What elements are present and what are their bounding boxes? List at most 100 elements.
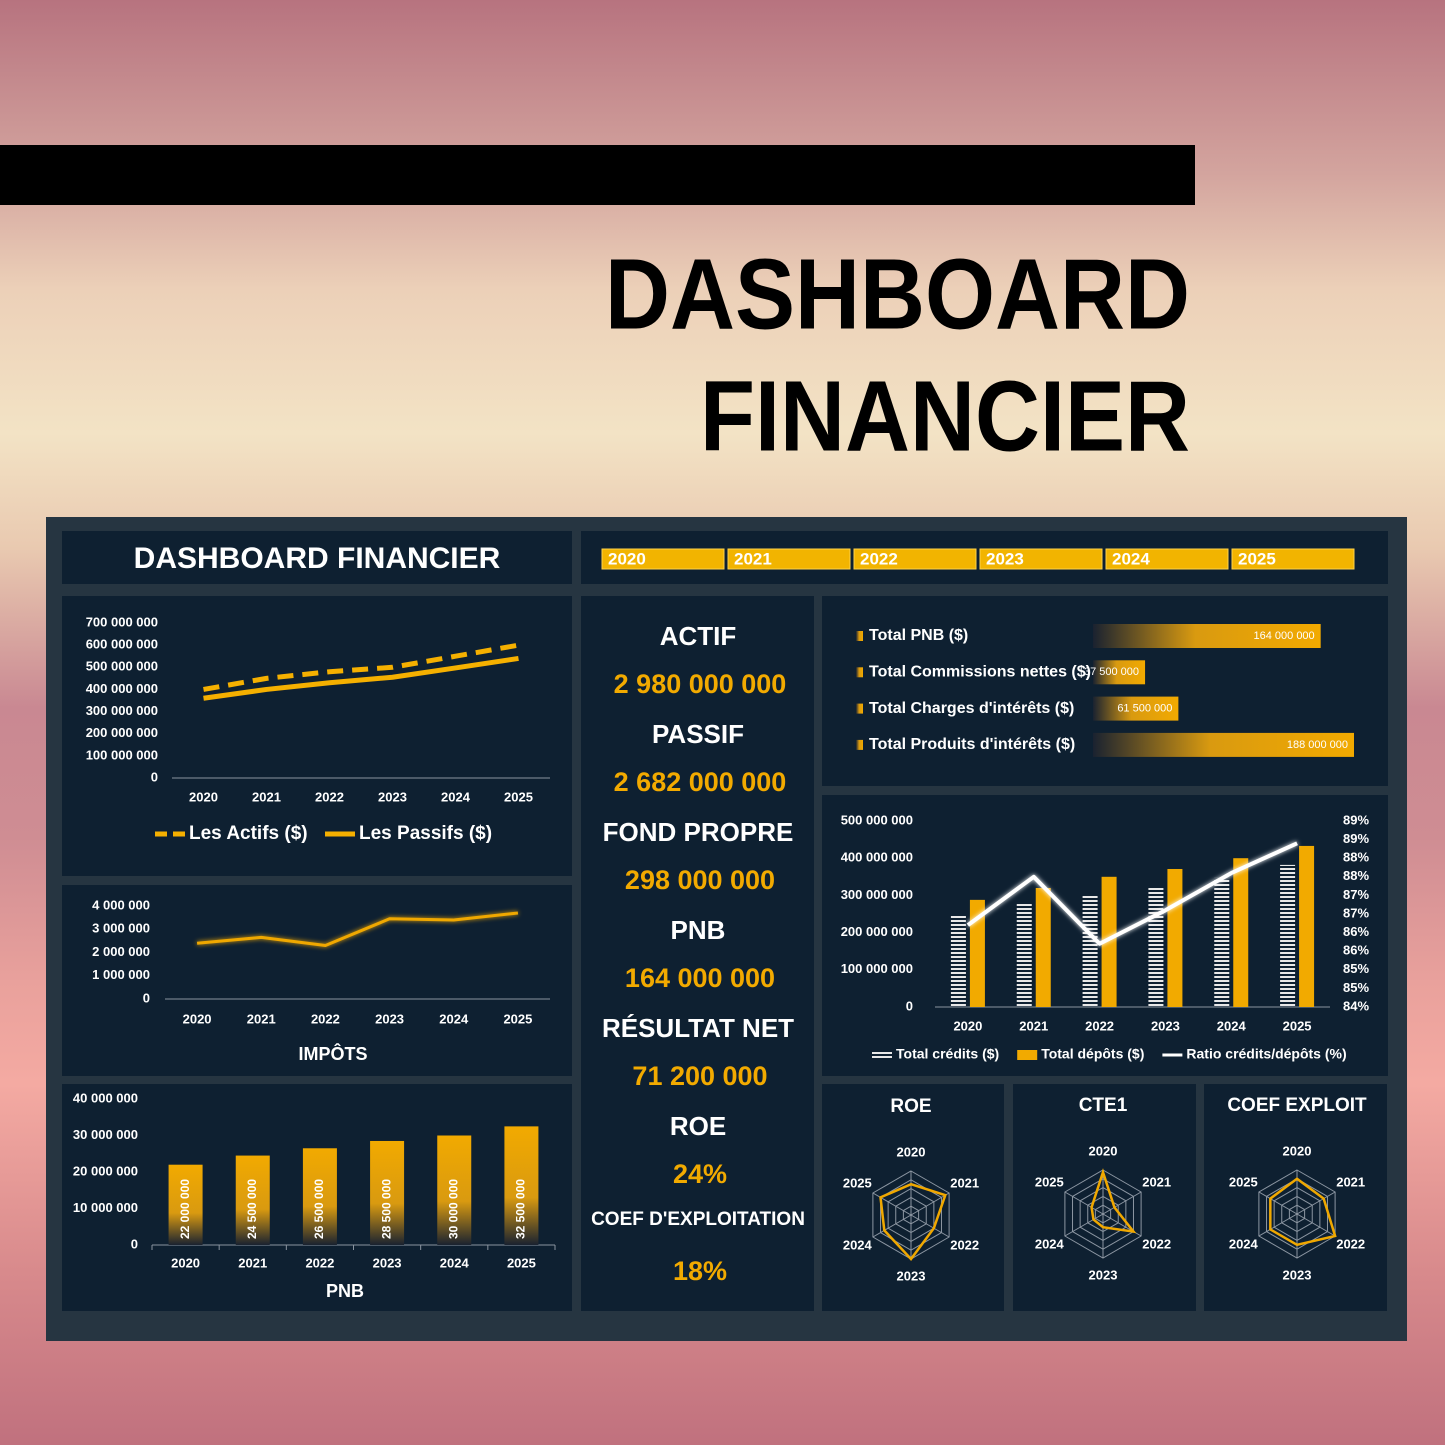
bar-category-label: Total Produits d'intérêts ($): [869, 736, 1075, 753]
year-button-label[interactable]: 2023: [986, 549, 1024, 568]
radar-spoke: [1296, 1191, 1336, 1215]
x-tick-label: 2020: [183, 1011, 212, 1026]
y-tick-label: 89%: [1343, 831, 1369, 846]
x-tick-label: 2023: [373, 1255, 402, 1270]
hbar: [1093, 624, 1321, 648]
bar-category-label: Total Charges d'intérêts ($): [869, 700, 1074, 717]
y-tick-label: 85%: [1343, 961, 1369, 976]
bar-value-label: 37 500 000: [1084, 666, 1139, 678]
kpi-label: PASSIF: [652, 719, 744, 749]
radar-axis-label: 2020: [897, 1144, 926, 1159]
x-tick-label: 2025: [507, 1255, 536, 1270]
y-tick-label: 200 000 000: [841, 924, 913, 939]
legend-marker: [856, 703, 863, 714]
year-button[interactable]: [601, 548, 725, 570]
y-tick-label: 0: [131, 1236, 138, 1251]
hbar: [1093, 696, 1179, 721]
year-button-label[interactable]: 2020: [608, 549, 646, 568]
radar-axis-label: 2022: [950, 1237, 979, 1252]
y-tick-label: 200 000 000: [86, 725, 158, 740]
bar: [969, 899, 985, 1007]
bar: [1035, 887, 1051, 1007]
radar-axis-label: 2023: [1283, 1267, 1312, 1282]
radar-axis-label: 2025: [843, 1175, 872, 1190]
kpi-label: COEF D'EXPLOITATION: [591, 1209, 805, 1230]
year-button[interactable]: [727, 548, 851, 570]
year-button[interactable]: [1231, 548, 1355, 570]
legend-label: Les Actifs ($): [189, 823, 308, 844]
radar-axis-label: 2025: [1229, 1174, 1258, 1189]
radar-spoke: [872, 1214, 912, 1238]
y-tick-label: 84%: [1343, 998, 1369, 1013]
kpi-value: 164 000 000: [625, 963, 775, 993]
x-tick-label: 2022: [311, 1011, 340, 1026]
year-button[interactable]: [853, 548, 977, 570]
radar-axis-label: 2021: [950, 1175, 979, 1190]
radar-spoke: [1064, 1213, 1104, 1237]
radar-spoke: [910, 1214, 950, 1238]
radar-axis-label: 2021: [1336, 1174, 1365, 1189]
x-tick-label: 2022: [305, 1255, 334, 1270]
y-tick-label: 10 000 000: [73, 1200, 138, 1215]
x-tick-label: 2021: [1019, 1018, 1048, 1033]
radar-axis-label: 2020: [1089, 1143, 1118, 1158]
radar-series: [1269, 1177, 1337, 1247]
banner-title: DASHBOARD: [605, 238, 1190, 350]
hbar: [1093, 660, 1146, 685]
kpi-value: 71 200 000: [632, 1061, 767, 1091]
kpi-label: PNB: [671, 915, 726, 945]
year-button[interactable]: [1105, 548, 1229, 570]
bar-value-label: 164 000 000: [1254, 630, 1315, 642]
chart-title: CTE1: [1079, 1095, 1128, 1116]
y-tick-label: 700 000 000: [86, 614, 158, 629]
bar: [1167, 868, 1183, 1007]
kpi-label: FOND PROPRE: [603, 817, 794, 847]
y-tick-label: 0: [143, 990, 150, 1005]
x-tick-label: 2023: [1151, 1018, 1180, 1033]
bar-value-label: 30 000 000: [446, 1179, 460, 1239]
x-tick-label: 2021: [238, 1255, 267, 1270]
y-tick-label: 30 000 000: [73, 1127, 138, 1142]
bar: [168, 1164, 203, 1245]
x-tick-label: 2022: [315, 789, 344, 804]
radar-axis-label: 2022: [1336, 1236, 1365, 1251]
y-tick-label: 86%: [1343, 943, 1369, 958]
radar-spoke: [1258, 1213, 1298, 1237]
y-tick-label: 300 000 000: [86, 703, 158, 718]
year-button-label[interactable]: 2022: [860, 549, 898, 568]
kpi-value: 24%: [673, 1159, 727, 1189]
x-tick-label: 2024: [1217, 1018, 1247, 1033]
year-button-label[interactable]: 2021: [734, 549, 772, 568]
banner-title: FINANCIER: [700, 360, 1190, 472]
bar-value-label: 26 500 000: [312, 1179, 326, 1239]
legend-marker: [856, 667, 863, 678]
radar-axis-label: 2025: [1035, 1174, 1064, 1189]
kpi-value: 298 000 000: [625, 865, 775, 895]
banner-bar: [0, 145, 1195, 205]
y-tick-label: 20 000 000: [73, 1163, 138, 1178]
bar: [437, 1135, 472, 1245]
line-series: [196, 911, 519, 948]
y-tick-label: 100 000 000: [86, 747, 158, 762]
bar-value-label: 61 500 000: [1117, 703, 1172, 715]
bar: [302, 1148, 337, 1245]
y-tick-label: 89%: [1343, 812, 1369, 827]
hbar: [1093, 732, 1354, 757]
x-tick-label: 2020: [953, 1018, 982, 1033]
y-tick-label: 100 000 000: [841, 961, 913, 976]
year-button-label[interactable]: 2025: [1238, 549, 1276, 568]
y-tick-label: 87%: [1343, 887, 1369, 902]
bar: [1280, 864, 1296, 1007]
x-tick-label: 2023: [375, 1011, 404, 1026]
radar-axis-label: 2023: [1089, 1267, 1118, 1282]
bar: [1082, 895, 1098, 1007]
line-series: [203, 642, 519, 692]
x-tick-label: 2020: [189, 789, 218, 804]
x-tick-label: 2024: [441, 789, 471, 804]
legend-swatch: [1017, 1050, 1038, 1060]
bar-category-label: Total Commissions nettes ($): [869, 664, 1091, 681]
year-button-label[interactable]: 2024: [1112, 549, 1150, 568]
year-button[interactable]: [979, 548, 1103, 570]
